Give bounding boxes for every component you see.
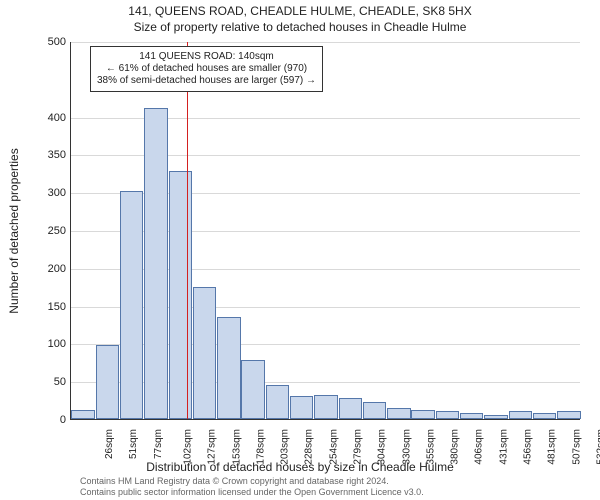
bar [217, 317, 240, 419]
plot-area [70, 42, 580, 420]
bar [120, 191, 143, 419]
annotation-line: 141 QUEENS ROAD: 140sqm [97, 51, 316, 63]
xtick-label: 26sqm [105, 429, 115, 459]
bar [96, 345, 119, 419]
grid-line [71, 42, 580, 43]
ytick-label: 350 [6, 150, 66, 160]
footer-text: Contains HM Land Registry data © Crown c… [80, 476, 424, 498]
bar [290, 396, 313, 419]
reference-line [187, 42, 188, 419]
ytick-label: 200 [6, 264, 66, 274]
xtick-label: 481sqm [548, 429, 558, 465]
xtick-label: 178sqm [256, 429, 266, 465]
xtick-label: 77sqm [154, 429, 164, 459]
xtick-label: 532sqm [596, 429, 600, 465]
xtick-label: 254sqm [329, 429, 339, 465]
bar [363, 402, 386, 419]
bar [241, 360, 264, 419]
xtick-label: 203sqm [281, 429, 291, 465]
footer-line2: Contains public sector information licen… [80, 487, 424, 498]
annotation-line: ← 61% of detached houses are smaller (97… [97, 63, 316, 75]
supertitle: 141, QUEENS ROAD, CHEADLE HULME, CHEADLE… [0, 4, 600, 18]
bar [144, 108, 167, 419]
bar [436, 411, 459, 419]
ytick-label: 300 [6, 188, 66, 198]
ytick-label: 0 [6, 415, 66, 425]
footer-line1: Contains HM Land Registry data © Crown c… [80, 476, 424, 487]
xtick-label: 406sqm [475, 429, 485, 465]
xtick-label: 431sqm [499, 429, 509, 465]
bar [460, 413, 483, 419]
xtick-label: 330sqm [402, 429, 412, 465]
ytick-label: 50 [6, 377, 66, 387]
bar [339, 398, 362, 419]
bar [387, 408, 410, 419]
xtick-label: 228sqm [305, 429, 315, 465]
ytick-label: 500 [6, 37, 66, 47]
annotation-line: 38% of semi-detached houses are larger (… [97, 75, 316, 87]
bar [509, 411, 532, 419]
bar [71, 410, 94, 419]
xtick-label: 355sqm [426, 429, 436, 465]
xtick-label: 380sqm [451, 429, 461, 465]
xtick-label: 279sqm [354, 429, 364, 465]
title: Size of property relative to detached ho… [0, 20, 600, 34]
bar [557, 411, 580, 419]
xtick-label: 304sqm [378, 429, 388, 465]
x-axis-label: Distribution of detached houses by size … [0, 460, 600, 474]
ytick-label: 100 [6, 339, 66, 349]
xtick-label: 127sqm [208, 429, 218, 465]
ytick-label: 400 [6, 113, 66, 123]
bar [169, 171, 192, 419]
chart-container: 141, QUEENS ROAD, CHEADLE HULME, CHEADLE… [0, 0, 600, 500]
bar [193, 287, 216, 419]
annotation-box: 141 QUEENS ROAD: 140sqm← 61% of detached… [90, 46, 323, 92]
xtick-label: 507sqm [572, 429, 582, 465]
xtick-label: 51sqm [129, 429, 139, 459]
xtick-label: 102sqm [184, 429, 194, 465]
ytick-label: 150 [6, 302, 66, 312]
bar [411, 410, 434, 419]
bar [314, 395, 337, 419]
xtick-label: 153sqm [232, 429, 242, 465]
ytick-label: 250 [6, 226, 66, 236]
bar [484, 415, 507, 419]
xtick-label: 456sqm [524, 429, 534, 465]
bar [266, 385, 289, 419]
bar [533, 413, 556, 419]
